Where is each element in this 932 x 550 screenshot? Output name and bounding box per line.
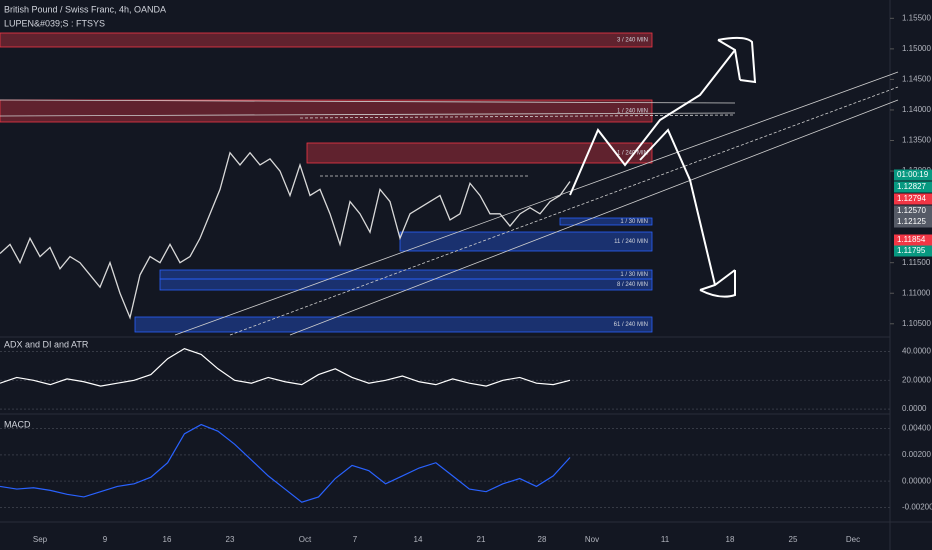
trendline <box>229 86 899 336</box>
y-tick-label: 1.15500 <box>902 13 931 22</box>
y-tick-label: 0.00200 <box>902 450 931 459</box>
price-label-box <box>894 169 932 181</box>
y-tick-label: 1.13500 <box>902 136 931 145</box>
price-label: 1.12794 <box>897 194 926 203</box>
zone <box>159 269 653 280</box>
y-tick-label: -0.00200 <box>902 503 932 512</box>
y-tick-label: 1.10500 <box>902 319 931 328</box>
y-tick-label: 40.0000 <box>902 347 931 356</box>
drawn-arrow <box>639 128 736 298</box>
zone-label: 61 / 240 MIN <box>614 322 648 328</box>
x-tick-label: Sep <box>33 535 48 544</box>
adx-line <box>0 347 571 387</box>
price-label: 1.12125 <box>897 217 926 226</box>
x-tick-label: Nov <box>585 535 599 544</box>
trendline <box>0 99 736 104</box>
price-label-box <box>894 205 932 217</box>
zone <box>0 32 653 48</box>
y-tick-label: 0.0000 <box>902 404 927 413</box>
zone-label: 1 / 30 MIN <box>620 272 648 278</box>
price-label: 1.12827 <box>897 182 926 191</box>
x-tick-label: Oct <box>299 535 312 544</box>
subtitle: LUPEN&#039;S : FTSYS <box>4 18 105 28</box>
x-tick-label: 25 <box>789 535 798 544</box>
y-tick-label: 1.14000 <box>902 105 931 114</box>
x-tick-label: 21 <box>477 535 486 544</box>
zone-label: 8 / 240 MIN <box>617 282 648 288</box>
x-tick-label: 14 <box>414 535 423 544</box>
x-tick-label: 18 <box>726 535 735 544</box>
y-tick-label: 1.11000 <box>902 288 931 297</box>
macd-line <box>0 423 571 503</box>
x-tick-label: Dec <box>846 535 860 544</box>
y-tick-label: 0.00000 <box>902 476 931 485</box>
zone <box>134 316 653 333</box>
x-tick-label: 7 <box>353 535 358 544</box>
zone-label: 3 / 240 MIN <box>617 38 648 44</box>
zone-label: 11 / 240 MIN <box>614 239 648 245</box>
y-tick-label: 1.14500 <box>902 75 931 84</box>
zone <box>399 231 653 252</box>
price-label: 01:00:19 <box>897 170 929 179</box>
price-label-box <box>894 193 932 205</box>
zone <box>306 142 653 164</box>
zone-label: 1 / 240 MIN <box>617 109 648 115</box>
y-tick-label: 0.00400 <box>902 424 931 433</box>
x-tick-label: 11 <box>661 535 670 544</box>
drawn-arrow <box>569 36 757 196</box>
zone-label: 1 / 30 MIN <box>620 219 648 225</box>
trendline <box>174 71 899 336</box>
trendline <box>299 114 736 119</box>
adx-title: ADX and DI and ATR <box>4 339 89 349</box>
x-tick-label: 23 <box>226 535 235 544</box>
price-label-box <box>894 181 932 193</box>
x-tick-label: 9 <box>103 535 108 544</box>
x-tick-label: 28 <box>538 535 547 544</box>
x-tick-label: 16 <box>163 535 172 544</box>
title: British Pound / Swiss Franc, 4h, OANDA <box>4 4 166 14</box>
price-label-box <box>894 216 932 228</box>
trendline <box>0 112 736 117</box>
y-tick-label: 1.11500 <box>902 258 931 267</box>
zone <box>0 99 653 123</box>
zone-label: 1 / 240 MIN <box>617 151 648 157</box>
y-tick-label: 1.15000 <box>902 44 931 53</box>
price-label: 1.12570 <box>897 206 926 215</box>
price-line <box>0 151 571 320</box>
zone <box>559 217 653 226</box>
price-label: 1.11795 <box>897 246 926 255</box>
trendline <box>289 99 899 336</box>
zone <box>159 278 653 291</box>
price-label-box <box>894 234 932 246</box>
price-label: 1.11854 <box>897 235 926 244</box>
macd-title: MACD <box>4 419 31 429</box>
price-label-box <box>894 245 932 257</box>
y-tick-label: 20.0000 <box>902 375 931 384</box>
